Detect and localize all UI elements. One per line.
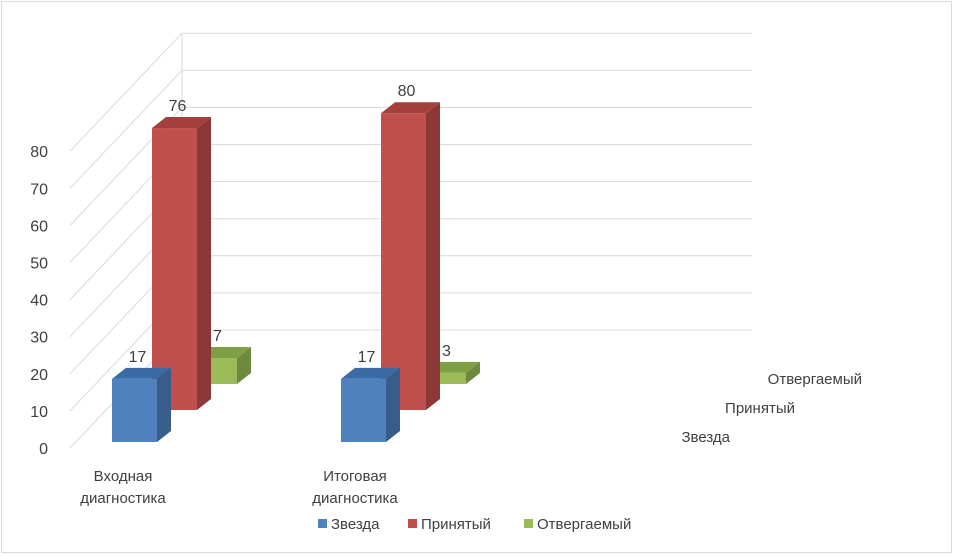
y-tick-label: 40 [30, 293, 48, 310]
bar-front [421, 372, 466, 384]
bar-side [157, 367, 171, 442]
legend-item: Звезда [318, 516, 380, 533]
bar-front [381, 113, 426, 410]
category-label-line: диагностика [312, 490, 398, 507]
bar-top [152, 117, 211, 129]
gridline-side-80 [69, 32, 183, 152]
legend-label: Отвергаемый [537, 516, 631, 533]
y-axis-ticks: 0 10 20 30 40 50 60 70 80 [30, 144, 48, 458]
legend-swatch [524, 519, 533, 528]
y-tick-label: 70 [30, 181, 48, 198]
y-tick-label: 60 [30, 218, 48, 235]
category-label: Итоговая диагностика [312, 468, 398, 507]
data-labels: 7 3 76 80 17 17 [129, 83, 451, 366]
data-label: 3 [442, 343, 451, 360]
bar-2-1 [152, 117, 211, 411]
legend-label: Звезда [331, 516, 380, 533]
bar-top [341, 367, 400, 379]
bars [112, 102, 480, 442]
bar-side [237, 347, 251, 384]
category-labels: Входная диагностика Итоговая диагностика [80, 468, 398, 507]
y-tick-label: 0 [39, 441, 48, 458]
bar-top [381, 102, 440, 114]
category-label-line: Итоговая [323, 468, 387, 485]
category-label: Входная диагностика [80, 468, 166, 507]
category-label-line: Входная [94, 468, 153, 485]
legend-swatch [318, 519, 327, 528]
depth-label: Звезда [681, 429, 730, 446]
bar-front [341, 378, 386, 442]
legend-item: Принятый [408, 516, 491, 533]
depth-label: Отвергаемый [768, 371, 862, 388]
data-label: 17 [358, 349, 376, 366]
data-label: 80 [398, 83, 416, 100]
data-label: 7 [213, 328, 222, 345]
bar-side [426, 102, 440, 410]
gridlines [69, 32, 752, 449]
y-tick-label: 80 [30, 144, 48, 161]
y-tick-label: 30 [30, 330, 48, 347]
depth-label: Принятый [725, 400, 795, 417]
bar-side [466, 361, 480, 384]
legend-label: Принятый [421, 516, 491, 533]
bar-side [197, 117, 211, 410]
bar-front [152, 128, 197, 411]
bar-front [112, 378, 157, 442]
y-tick-label: 10 [30, 404, 48, 421]
legend: Звезда Принятый Отвергаемый [318, 516, 631, 533]
data-label: 76 [169, 98, 187, 115]
y-tick-label: 50 [30, 256, 48, 273]
data-label: 17 [129, 349, 147, 366]
legend-item: Отвергаемый [524, 516, 631, 533]
bar-top [112, 367, 171, 379]
category-label-line: диагностика [80, 490, 166, 507]
bar-1-2 [341, 367, 400, 442]
depth-axis-labels: Звезда Принятый Отвергаемый [681, 371, 862, 446]
bar-side [386, 367, 400, 442]
bar-1-1 [112, 367, 171, 442]
y-tick-label: 20 [30, 367, 48, 384]
gridline-side-70 [69, 69, 183, 189]
legend-swatch [408, 519, 417, 528]
bar-2-2 [381, 102, 440, 410]
